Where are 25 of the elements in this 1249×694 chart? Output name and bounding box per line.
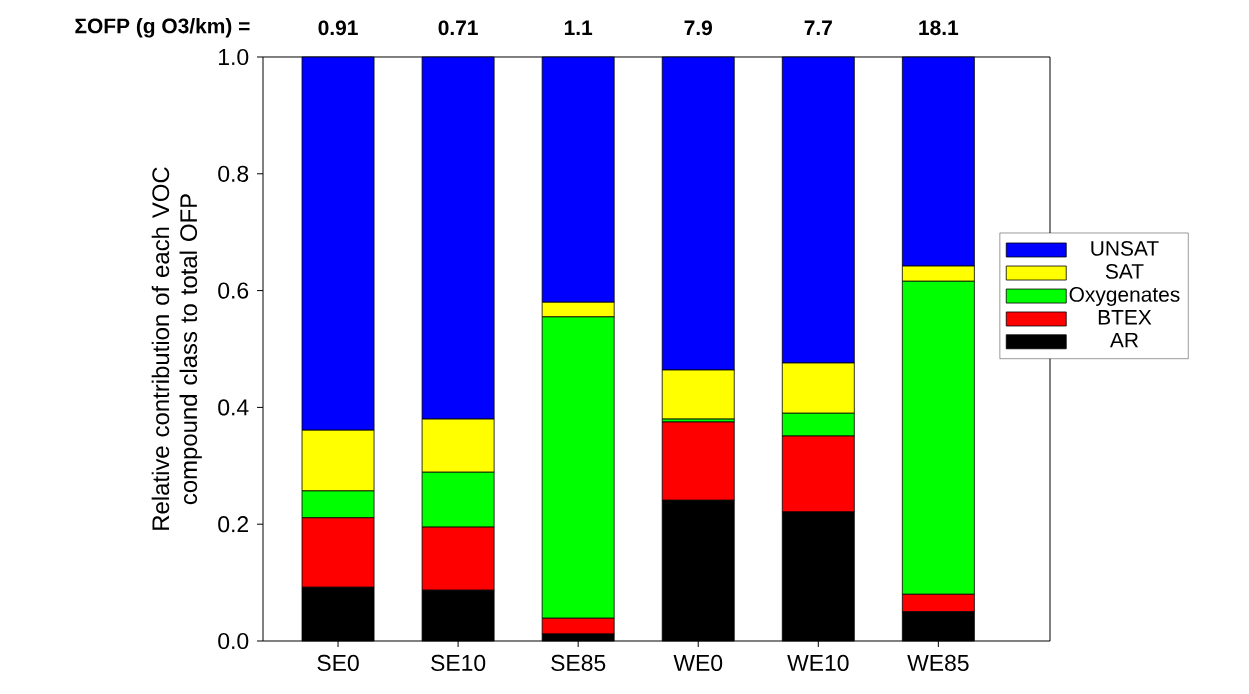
y-tick-label: 0.8 <box>218 165 249 182</box>
y-tick-label: 0.2 <box>218 516 249 533</box>
y-tick-label: 0.0 <box>218 632 249 650</box>
x-tick-label: SE10 <box>431 654 486 672</box>
x-tick-label: SE85 <box>551 654 606 672</box>
legend-label: AR <box>1109 332 1139 348</box>
x-tick-label: WE10 <box>787 654 849 672</box>
text: 7.7 <box>804 20 832 35</box>
text: ΣOFP (g O3/km) = <box>75 18 250 38</box>
y-tick-label: 1.0 <box>219 48 249 66</box>
text: 18.1 <box>919 20 959 36</box>
legend-label: Oxygenates <box>1069 287 1180 306</box>
text: 0.71 <box>438 20 478 36</box>
x-tick-label: SE0 <box>317 654 359 672</box>
text: 1.1 <box>564 20 593 35</box>
legend-label: SAT <box>1105 264 1144 279</box>
x-tick-label: WE0 <box>673 654 723 672</box>
x-tick-label: WE85 <box>907 654 969 672</box>
y-axis-title: Relative contribution of each VOC compound class to total OFP <box>151 167 202 530</box>
legend-label: UNSAT <box>1091 240 1159 256</box>
legend-label: BTEX <box>1098 310 1152 325</box>
text: 7.9 <box>684 20 712 36</box>
y-tick-label: 0.4 <box>218 399 249 416</box>
text: 0.91 <box>318 20 358 36</box>
y-tick-label: 0.6 <box>218 282 249 299</box>
